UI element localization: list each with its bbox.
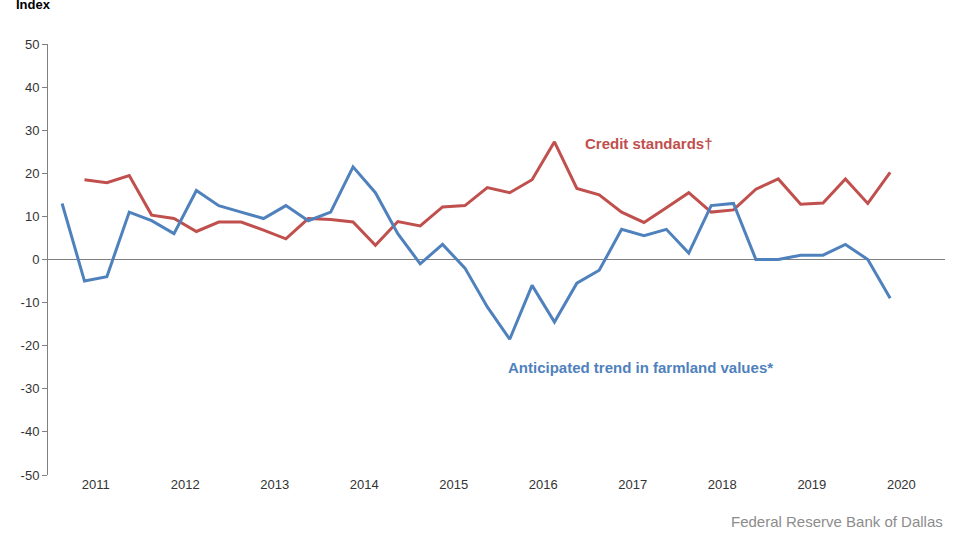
svg-text:30: 30 [25,123,39,138]
svg-text:2012: 2012 [171,477,200,492]
svg-text:-40: -40 [21,424,40,439]
svg-text:2011: 2011 [82,477,110,492]
svg-text:2019: 2019 [797,477,826,492]
svg-text:0: 0 [32,252,39,267]
svg-text:50: 50 [25,37,39,52]
svg-text:Anticipated trend in farmland: Anticipated trend in farmland values* [508,359,773,376]
svg-text:Credit standards†: Credit standards† [585,135,713,152]
svg-text:2020: 2020 [887,477,916,492]
svg-text:2015: 2015 [439,477,468,492]
svg-text:Index: Index [16,0,51,12]
svg-text:-30: -30 [21,381,40,396]
svg-text:2014: 2014 [350,477,379,492]
svg-text:2018: 2018 [708,477,737,492]
svg-text:-50: -50 [21,468,40,483]
svg-text:Federal Reserve Bank of Dallas: Federal Reserve Bank of Dallas [731,513,943,530]
svg-text:-20: -20 [21,338,40,353]
svg-text:20: 20 [25,166,39,181]
svg-text:10: 10 [25,209,39,224]
svg-text:2017: 2017 [618,477,647,492]
svg-text:2013: 2013 [260,477,289,492]
svg-text:40: 40 [25,80,39,95]
svg-text:-10: -10 [21,295,40,310]
svg-text:2016: 2016 [529,477,558,492]
